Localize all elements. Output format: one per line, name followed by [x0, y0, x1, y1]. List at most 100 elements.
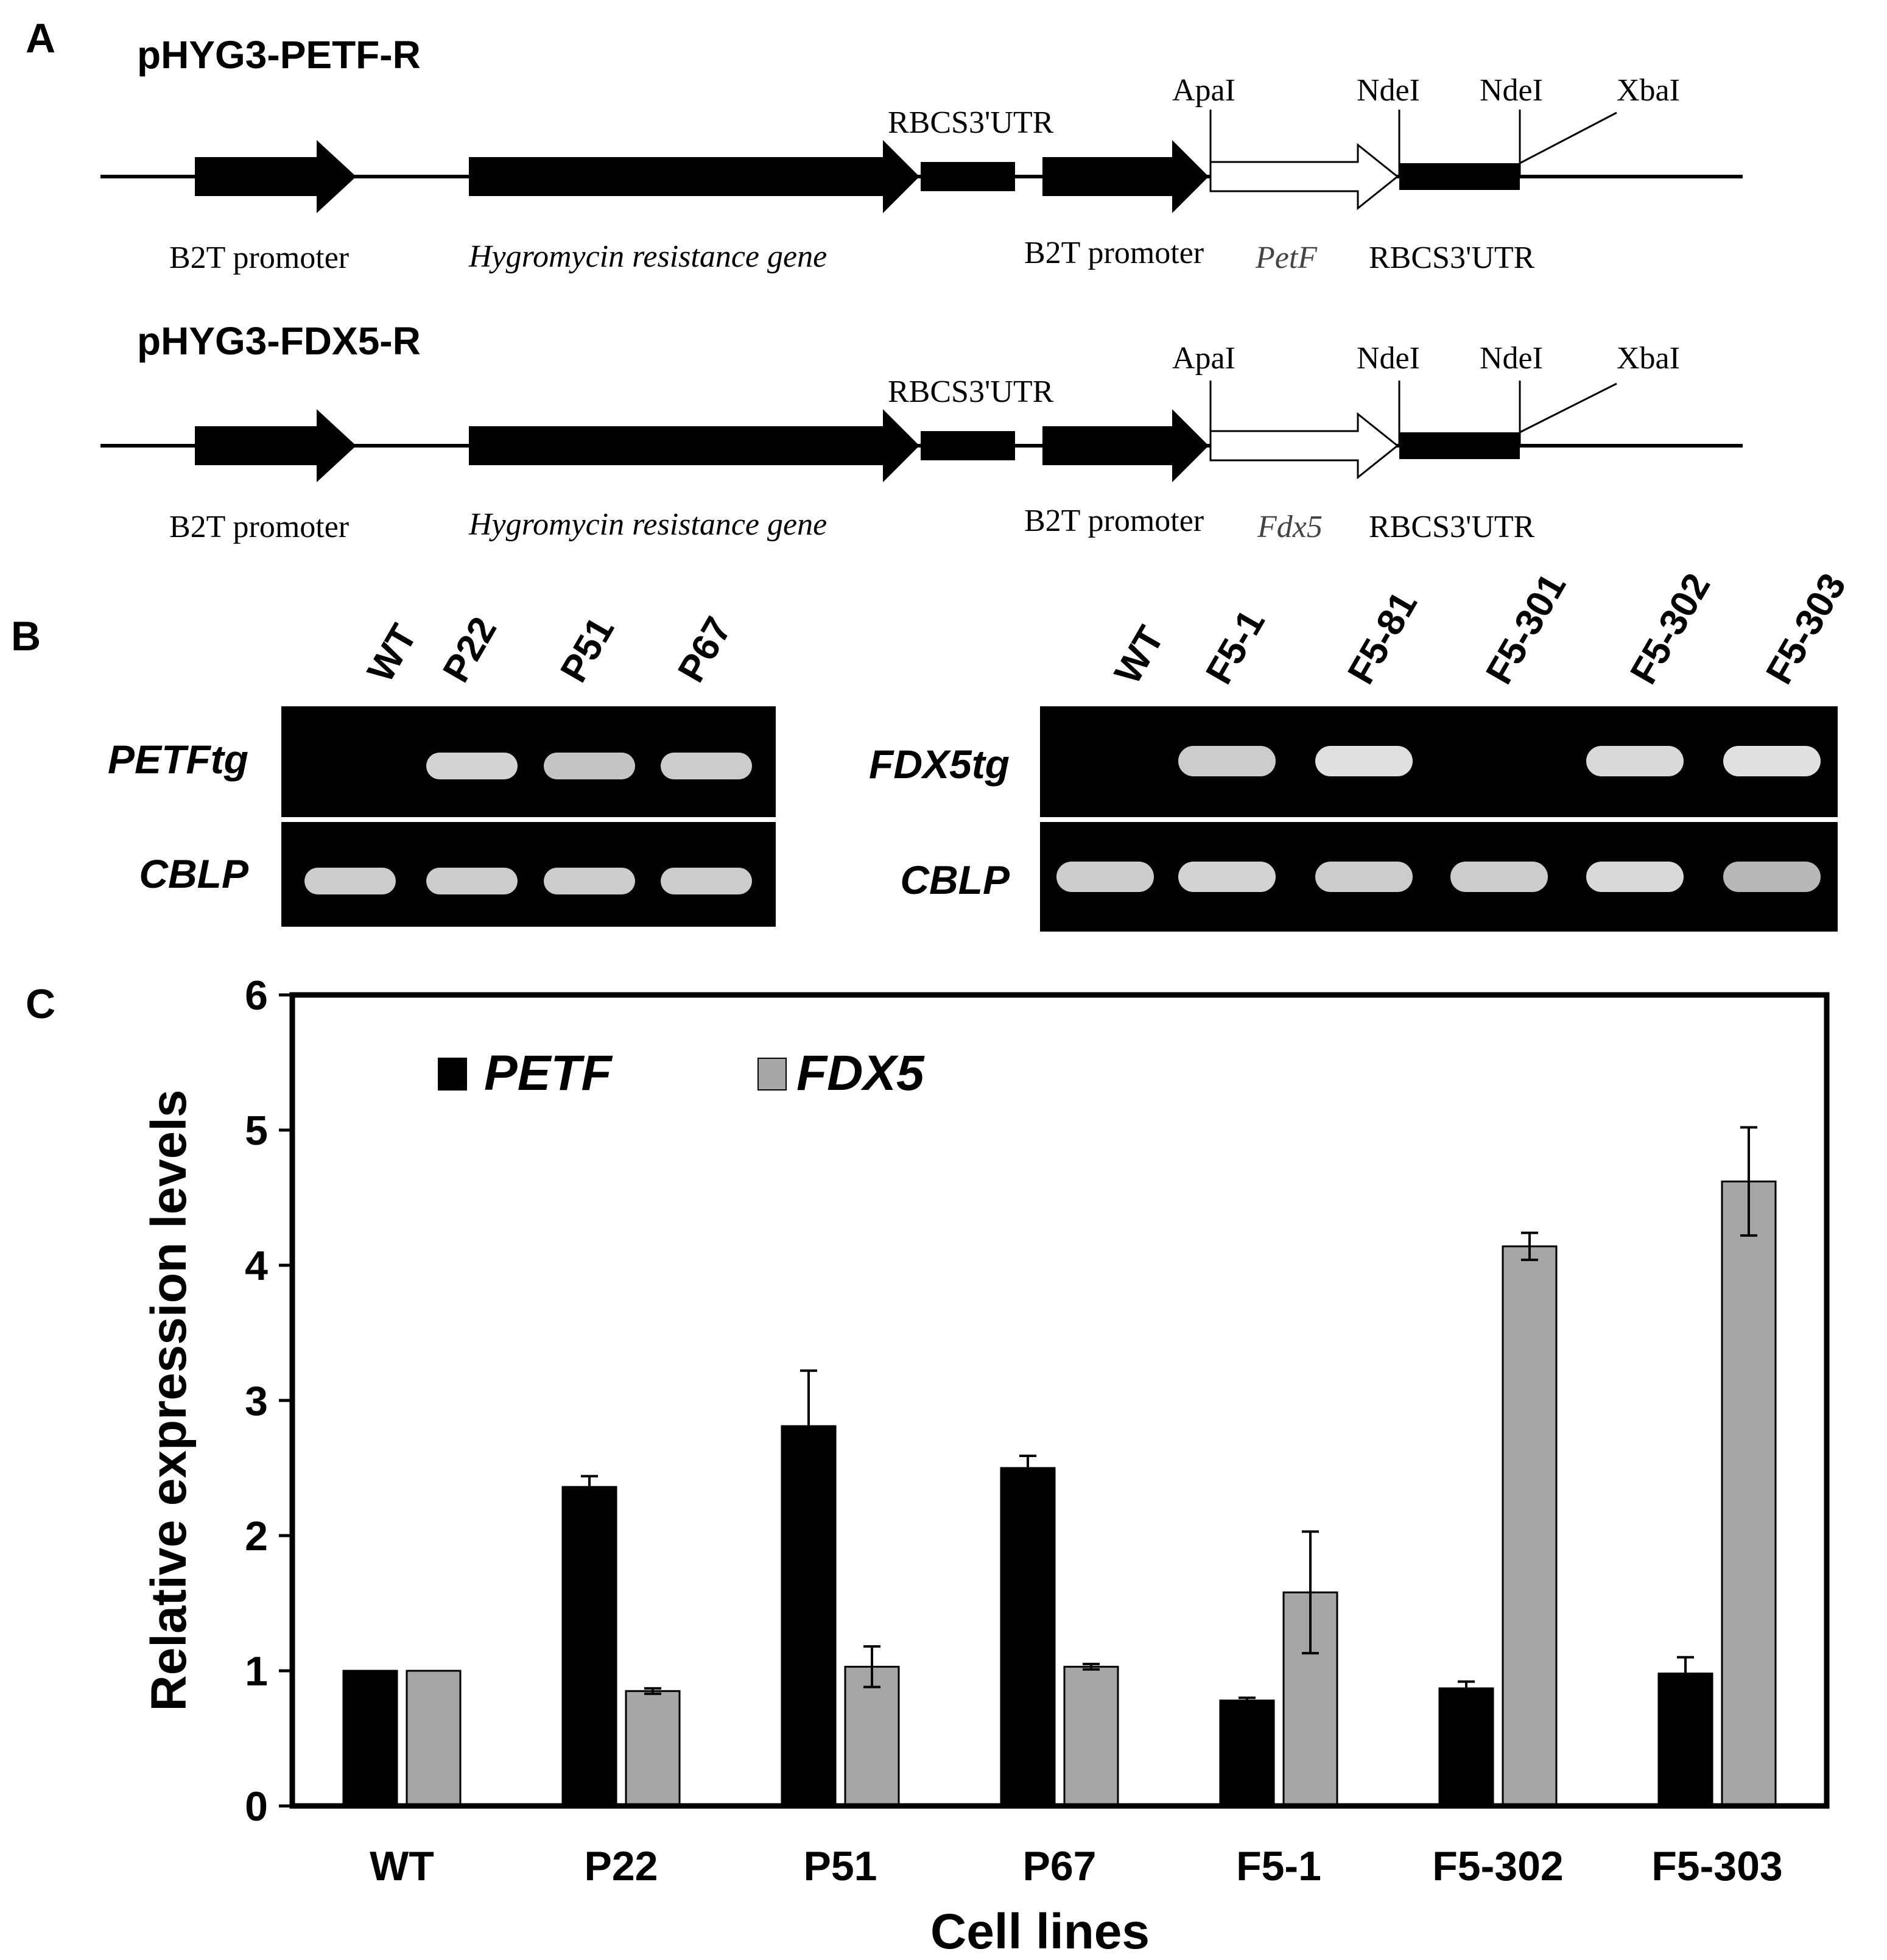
gel-band: [544, 753, 635, 779]
y-tick-label: 3: [245, 1378, 268, 1424]
site-marker: [1519, 111, 1617, 164]
row-label: CBLP: [139, 851, 249, 896]
bar-fdx5-p22: [625, 1690, 681, 1807]
legend-swatch-fdx5: [757, 1058, 787, 1091]
element-label: RBCS3'UTR: [888, 374, 1054, 409]
element-label: B2T promoter: [1024, 236, 1204, 270]
gel-band: [426, 868, 518, 894]
lane-label: F5-1: [1198, 603, 1273, 691]
bar-petf-p22: [561, 1486, 617, 1807]
element-label: Hygromycin resistance gene: [468, 507, 827, 542]
x-tick-label: F5-1: [1236, 1843, 1321, 1889]
chart-bars: [342, 1180, 1777, 1807]
gel-band: [1178, 746, 1276, 776]
x-tick-label: P67: [1023, 1843, 1097, 1889]
rbcs-utr-block-2: [1399, 432, 1520, 459]
element-label: RBCS3'UTR: [1369, 241, 1535, 275]
panel-b: B WT P22 P51 P67 PETFtg CBLP WT F5-1 F5-…: [11, 566, 1854, 932]
construct-fdx5: pHYG3-FDX5-R ApaI NdeI NdeI XbaI RBCS3'U…: [100, 319, 1743, 544]
panel-c: C 0 1 2 3 4 5 6 WT P22 P51 P67 F5-1 F5-302 F5-303 PE…: [26, 972, 1830, 1959]
row-label: CBLP: [900, 857, 1010, 902]
element-label: B2T promoter: [169, 510, 349, 544]
gel-band: [1056, 862, 1154, 892]
gel-band: [1315, 862, 1413, 892]
petf-gene-arrow: [1209, 142, 1399, 211]
hygromycin-gene-arrow: [469, 140, 919, 213]
construct-name: pHYG3-PETF-R: [137, 33, 421, 77]
gel-band: [1450, 862, 1548, 892]
construct-petf: pHYG3-PETF-R ApaI NdeI NdeI XbaI RBCS3'U…: [100, 33, 1743, 275]
legend-label-fdx5: FDX5: [796, 1045, 925, 1101]
fdx5-gene-arrow: [1209, 412, 1399, 480]
gel-bands: [304, 753, 752, 894]
chart-y-axis-ticks: 0 1 2 3 4 5 6: [245, 972, 292, 1830]
chart-x-axis-labels: WT P22 P51 P67 F5-1 F5-302 F5-303: [370, 1843, 1783, 1889]
bar-fdx5-wt: [406, 1670, 462, 1807]
lane-label: F5-81: [1340, 585, 1425, 691]
chart-error-bars: [581, 1126, 1757, 1705]
lane-label: P51: [552, 610, 622, 689]
panel-b-letter: B: [11, 613, 41, 659]
gel-band: [661, 753, 752, 779]
bar-fdx5-p67: [1063, 1665, 1119, 1807]
element-label: Hygromycin resistance gene: [468, 239, 827, 274]
bar-petf-f5-302: [1438, 1687, 1494, 1807]
site-label: NdeI: [1480, 73, 1543, 108]
gel-image: [1040, 706, 1838, 817]
y-tick-label: 6: [245, 972, 268, 1019]
bar-petf-p51: [781, 1425, 837, 1807]
element-label: RBCS3'UTR: [1369, 510, 1535, 544]
site-label: ApaI: [1172, 341, 1235, 376]
bar-fdx5-f5-303: [1721, 1180, 1777, 1807]
site-label: NdeI: [1357, 341, 1420, 376]
site-label: XbaI: [1617, 73, 1680, 108]
gel-band: [1586, 746, 1684, 776]
site-label: NdeI: [1480, 341, 1543, 376]
row-label: FDX5tg: [869, 742, 1010, 787]
legend-label-petf: PETF: [484, 1045, 613, 1101]
lane-label: F5-302: [1622, 566, 1718, 691]
construct-name: pHYG3-FDX5-R: [137, 319, 421, 363]
b2t-promoter-arrow: [195, 409, 356, 482]
gel-bands: [1056, 746, 1821, 892]
legend-swatch-petf: [438, 1058, 467, 1091]
b2t-promoter-arrow-2: [1042, 409, 1209, 482]
panel-c-letter: C: [26, 981, 55, 1027]
x-tick-label: WT: [370, 1843, 434, 1889]
x-tick-label: P51: [804, 1843, 877, 1889]
site-label: ApaI: [1172, 73, 1235, 108]
element-label: B2T promoter: [169, 241, 349, 275]
b2t-promoter-arrow: [195, 140, 356, 213]
site-marker: [1519, 382, 1617, 434]
gel-band: [661, 868, 752, 894]
x-tick-label: F5-303: [1651, 1843, 1782, 1889]
y-tick-label: 5: [245, 1108, 268, 1154]
chart-x-axis-label: Cell lines: [930, 1904, 1150, 1959]
bar-petf-f5-1: [1219, 1699, 1275, 1807]
panel-a: A pHYG3-PETF-R ApaI NdeI NdeI XbaI RBCS3…: [26, 15, 1743, 544]
lane-label: WT: [1106, 619, 1172, 691]
gel-band: [1586, 862, 1684, 892]
gel-band: [304, 868, 396, 894]
gel-petf: WT P22 P51 P67 PETFtg CBLP: [108, 610, 776, 927]
rbcs-utr-block-2: [1399, 163, 1520, 190]
b2t-promoter-arrow-2: [1042, 140, 1209, 213]
bar-fdx5-p51: [844, 1665, 900, 1807]
bar-petf-f5-303: [1657, 1672, 1713, 1807]
panel-a-letter: A: [26, 15, 55, 61]
hygromycin-gene-arrow: [469, 409, 919, 482]
rbcs-utr-block: [921, 162, 1015, 191]
chart-legend: PETF FDX5: [438, 1045, 925, 1101]
site-label: XbaI: [1617, 341, 1680, 376]
element-label: RBCS3'UTR: [888, 105, 1054, 140]
lane-label: WT: [359, 617, 425, 689]
chart-y-axis-label: Relative expression levels: [141, 1089, 197, 1711]
bar-fdx5-f5-302: [1502, 1245, 1558, 1807]
rbcs-utr-block: [921, 431, 1015, 460]
y-tick-label: 2: [245, 1513, 268, 1559]
y-tick-label: 0: [245, 1783, 268, 1830]
gel-band: [1723, 862, 1821, 892]
y-tick-label: 1: [245, 1648, 268, 1695]
gel-band: [1178, 862, 1276, 892]
